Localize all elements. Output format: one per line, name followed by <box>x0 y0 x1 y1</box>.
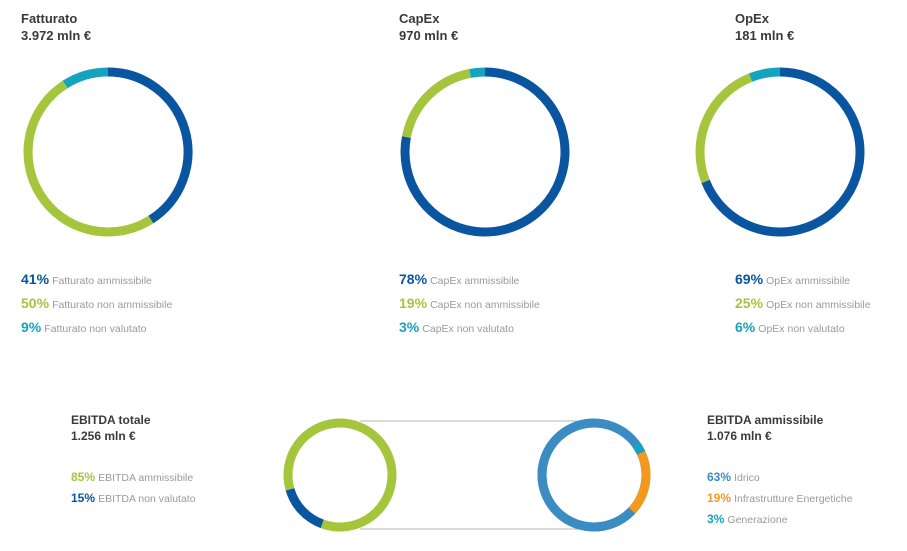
legend-label: Fatturato non ammissibile <box>52 299 173 311</box>
legend-row: 41% Fatturato ammissibile <box>21 268 172 292</box>
capex-legend: 78% CapEx ammissibile 19% CapEx non ammi… <box>399 268 540 340</box>
legend-label: Fatturato non valutato <box>44 323 147 335</box>
legend-pct: 78% <box>399 271 428 287</box>
legend-pct: 6% <box>735 319 756 335</box>
legend-row: 3% Generazione <box>707 509 853 530</box>
legend-row: 9% Fatturato non valutato <box>21 316 172 340</box>
ebitda-ammissibile-slice-2 <box>632 441 646 455</box>
fatturato-total: 3.972 mln € <box>21 28 92 43</box>
legend-pct: 63% <box>707 470 732 484</box>
fatturato-slice-0 <box>107 67 193 224</box>
legend-row: 78% CapEx ammissibile <box>399 268 540 292</box>
legend-pct: 19% <box>399 295 428 311</box>
legend-pct: 25% <box>735 295 764 311</box>
legend-pct: 69% <box>735 271 764 287</box>
capex-slice-1 <box>402 69 471 138</box>
legend-pct: 19% <box>707 491 732 505</box>
capex-header: CapEx 970 mln € <box>399 10 458 44</box>
legend-label: OpEx ammissibile <box>766 275 851 287</box>
opex-legend: 69% OpEx ammissibile 25% OpEx non ammiss… <box>735 268 871 340</box>
fatturato-slice-2 <box>62 67 109 89</box>
opex-slice-2 <box>748 67 781 82</box>
legend-row: 15% EBITDA non valutato <box>71 488 196 509</box>
capex-title: CapEx <box>399 11 440 26</box>
ebitda-ammissibile-slice-1 <box>628 450 651 514</box>
legend-label: Fatturato ammissibile <box>52 275 152 287</box>
fatturato-header: Fatturato 3.972 mln € <box>21 10 91 44</box>
opex-title: OpEx <box>735 11 769 26</box>
fatturato-title: Fatturato <box>21 11 78 26</box>
legend-label: Infrastrutture Energetiche <box>734 493 853 505</box>
legend-row: 6% OpEx non valutato <box>735 316 871 340</box>
legend-label: CapEx non valutato <box>422 323 514 335</box>
legend-row: 19% Infrastrutture Energetiche <box>707 488 853 509</box>
legend-row: 25% OpEx non ammissibile <box>735 292 871 316</box>
legend-label: CapEx non ammissibile <box>430 299 540 311</box>
ebitda-ammissibile-legend: 63% Idrico 19% Infrastrutture Energetich… <box>707 467 853 530</box>
legend-row: 85% EBITDA ammissibile <box>71 467 196 488</box>
opex-slice-1 <box>695 73 753 184</box>
legend-label: EBITDA ammissibile <box>98 472 194 484</box>
ebitda-totale-legend: 85% EBITDA ammissibile 15% EBITDA non va… <box>71 467 196 509</box>
ebitda-ammissibile-slice-0 <box>537 418 636 532</box>
ebitda-totale-total: 1.256 mln € <box>71 429 136 443</box>
legend-pct: 3% <box>399 319 420 335</box>
legend-pct: 50% <box>21 295 50 311</box>
legend-row: 69% OpEx ammissibile <box>735 268 871 292</box>
opex-slice-0 <box>701 67 865 237</box>
legend-pct: 85% <box>71 470 96 484</box>
legend-pct: 3% <box>707 512 725 526</box>
legend-pct: 15% <box>71 491 96 505</box>
ebitda-totale-header: EBITDA totale 1.256 mln € <box>71 412 151 444</box>
ebitda-ammissibile-total: 1.076 mln € <box>707 429 772 443</box>
legend-row: 63% Idrico <box>707 467 853 488</box>
legend-label: EBITDA non valutato <box>98 493 196 505</box>
ebitda-totale-slice-0 <box>283 418 397 532</box>
legend-pct: 41% <box>21 271 50 287</box>
capex-slice-0 <box>400 67 570 237</box>
legend-pct: 9% <box>21 319 42 335</box>
fatturato-slice-1 <box>23 80 154 237</box>
legend-label: CapEx ammissibile <box>430 275 520 287</box>
legend-label: Generazione <box>727 514 788 526</box>
legend-label: Idrico <box>734 472 760 484</box>
legend-label: OpEx non valutato <box>758 323 845 335</box>
legend-row: 50% Fatturato non ammissibile <box>21 292 172 316</box>
capex-total: 970 mln € <box>399 28 459 43</box>
ebitda-ammissibile-title: EBITDA ammissibile <box>707 413 824 427</box>
opex-total: 181 mln € <box>735 28 795 43</box>
legend-label: OpEx non ammissibile <box>766 299 871 311</box>
legend-row: 19% CapEx non ammissibile <box>399 292 540 316</box>
ebitda-ammissibile-header: EBITDA ammissibile 1.076 mln € <box>707 412 823 444</box>
legend-row: 3% CapEx non valutato <box>399 316 540 340</box>
opex-header: OpEx 181 mln € <box>735 10 794 44</box>
ebitda-totale-title: EBITDA totale <box>71 413 151 427</box>
capex-slice-2 <box>469 67 486 78</box>
fatturato-legend: 41% Fatturato ammissibile 50% Fatturato … <box>21 268 172 340</box>
ebitda-totale-slice-1 <box>285 487 324 529</box>
